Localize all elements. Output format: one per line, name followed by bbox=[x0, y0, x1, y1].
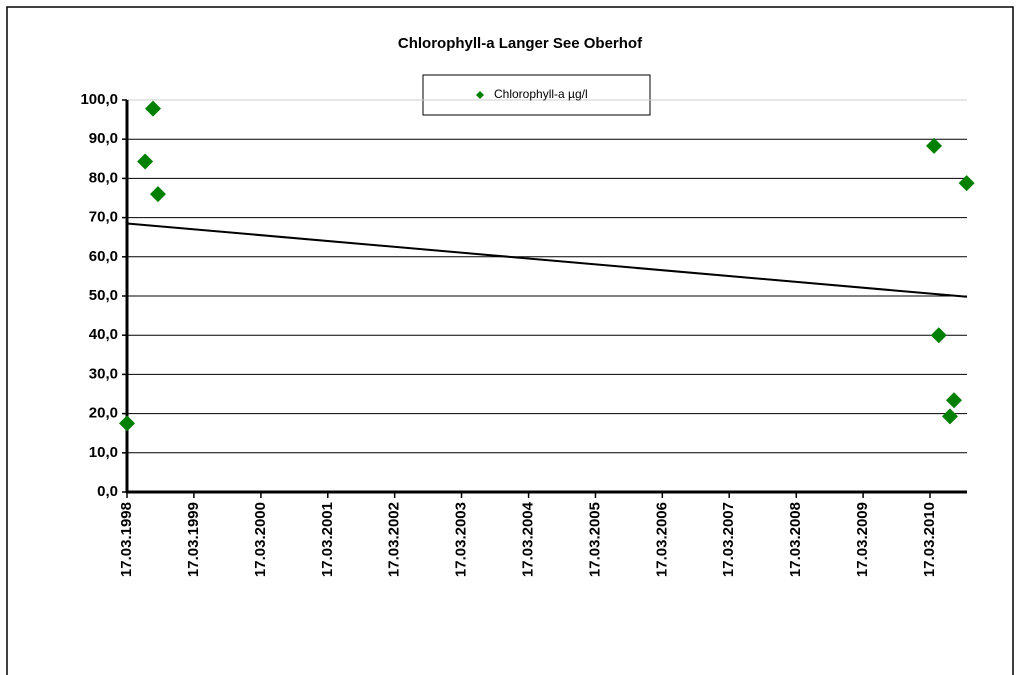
data-point bbox=[958, 175, 975, 192]
y-tick-label: 30,0 bbox=[89, 365, 118, 382]
legend-marker bbox=[476, 91, 484, 99]
x-tick-label: 17.03.2009 bbox=[854, 502, 871, 577]
legend-box bbox=[422, 74, 651, 116]
x-tick-label: 17.03.2001 bbox=[319, 502, 336, 577]
x-tick-label: 17.03.2004 bbox=[520, 501, 537, 577]
trendline bbox=[126, 222, 968, 298]
data-point bbox=[941, 408, 958, 425]
y-tick-label: 20,0 bbox=[89, 405, 118, 422]
x-tick-label: 17.03.2007 bbox=[720, 502, 737, 577]
data-point bbox=[945, 392, 962, 409]
x-tick-label: 17.03.2002 bbox=[386, 502, 403, 577]
y-tick-label: 80,0 bbox=[89, 169, 118, 186]
chart-title: Chlorophyll-a Langer See Oberhof bbox=[398, 35, 643, 52]
y-tick-label: 90,0 bbox=[89, 130, 118, 147]
y-tick-label: 0,0 bbox=[97, 483, 118, 500]
x-tick-label: 17.03.2005 bbox=[586, 502, 603, 577]
x-tick-label: 17.03.2000 bbox=[252, 502, 269, 577]
x-tick-label: 17.03.2003 bbox=[453, 502, 470, 577]
y-tick-label: 10,0 bbox=[89, 444, 118, 461]
chart-frame bbox=[6, 6, 1014, 675]
y-tick-label: 70,0 bbox=[89, 209, 118, 226]
data-point bbox=[119, 415, 135, 432]
y-tick-label: 60,0 bbox=[89, 248, 118, 265]
legend-label: Chlorophyll-a µg/l bbox=[494, 87, 588, 101]
data-point bbox=[145, 100, 162, 117]
y-tick-label: 40,0 bbox=[89, 326, 118, 343]
x-tick-label: 17.03.2010 bbox=[921, 502, 938, 577]
x-tick-label: 17.03.1999 bbox=[185, 502, 202, 577]
data-point bbox=[930, 327, 947, 344]
x-tick-label: 17.03.2006 bbox=[653, 502, 670, 577]
y-tick-label: 50,0 bbox=[89, 287, 118, 304]
data-point bbox=[926, 137, 943, 154]
x-tick-label: 17.03.2008 bbox=[787, 502, 804, 577]
data-point bbox=[149, 186, 166, 203]
x-tick-label: 17.03.1998 bbox=[118, 502, 135, 577]
data-point bbox=[137, 153, 154, 170]
y-tick-label: 100,0 bbox=[80, 91, 118, 108]
